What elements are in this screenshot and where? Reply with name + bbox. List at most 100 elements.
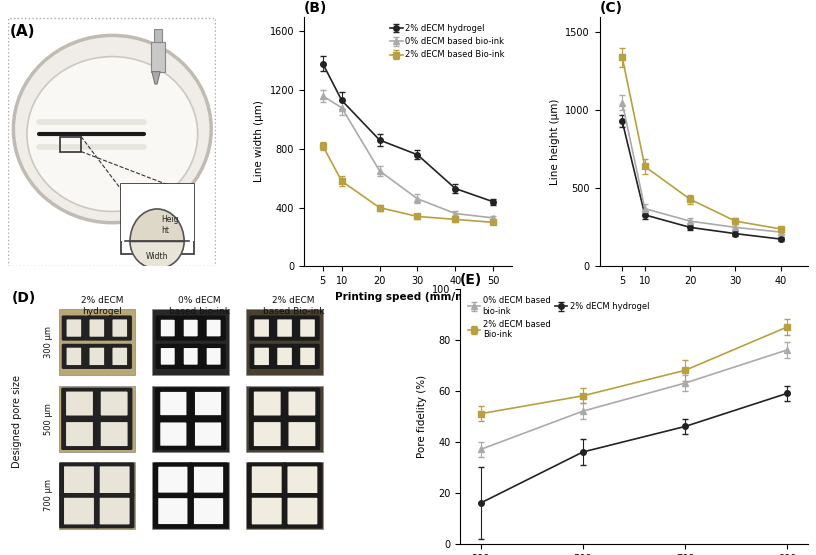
FancyBboxPatch shape — [95, 387, 132, 420]
Legend: 0% dECM based
bio-ink, 2% dECM based
Bio-ink, 2% dECM hydrogel: 0% dECM based bio-ink, 2% dECM based Bio… — [464, 293, 653, 342]
Ellipse shape — [13, 36, 211, 223]
FancyBboxPatch shape — [249, 387, 286, 420]
FancyBboxPatch shape — [157, 496, 189, 526]
Bar — [121, 184, 193, 241]
Text: (C): (C) — [600, 2, 623, 16]
FancyBboxPatch shape — [108, 315, 132, 341]
FancyBboxPatch shape — [247, 494, 286, 528]
FancyBboxPatch shape — [88, 318, 105, 338]
FancyBboxPatch shape — [273, 344, 297, 369]
FancyBboxPatch shape — [190, 418, 226, 450]
FancyBboxPatch shape — [95, 494, 135, 528]
FancyBboxPatch shape — [188, 494, 228, 528]
Bar — [59, 309, 135, 375]
FancyBboxPatch shape — [59, 462, 99, 497]
FancyBboxPatch shape — [193, 496, 225, 526]
Y-axis label: Line height (μm): Line height (μm) — [550, 98, 560, 185]
FancyBboxPatch shape — [59, 494, 99, 528]
FancyBboxPatch shape — [61, 418, 98, 450]
Text: 300 μm: 300 μm — [44, 326, 53, 358]
Text: 700 μm: 700 μm — [44, 480, 53, 511]
Text: (B): (B) — [304, 2, 327, 16]
FancyBboxPatch shape — [247, 462, 286, 497]
Ellipse shape — [130, 214, 184, 269]
Bar — [153, 386, 229, 452]
FancyBboxPatch shape — [158, 421, 188, 447]
FancyBboxPatch shape — [85, 315, 109, 341]
FancyBboxPatch shape — [63, 496, 95, 526]
FancyBboxPatch shape — [252, 390, 282, 417]
FancyBboxPatch shape — [286, 496, 319, 526]
FancyBboxPatch shape — [156, 315, 180, 341]
FancyBboxPatch shape — [62, 344, 86, 369]
FancyBboxPatch shape — [156, 344, 180, 369]
FancyBboxPatch shape — [282, 494, 322, 528]
Polygon shape — [152, 72, 160, 84]
FancyBboxPatch shape — [250, 315, 274, 341]
Bar — [153, 309, 229, 375]
FancyBboxPatch shape — [287, 390, 317, 417]
FancyBboxPatch shape — [65, 318, 82, 338]
FancyBboxPatch shape — [65, 346, 82, 366]
FancyBboxPatch shape — [100, 421, 129, 447]
FancyBboxPatch shape — [193, 465, 225, 495]
FancyBboxPatch shape — [159, 318, 176, 338]
Text: 2% dECM
based Bio-ink: 2% dECM based Bio-ink — [263, 296, 324, 316]
FancyBboxPatch shape — [253, 346, 270, 366]
Text: 2% dECM
hydrogel: 2% dECM hydrogel — [81, 296, 123, 316]
Bar — [151, 42, 166, 72]
FancyBboxPatch shape — [284, 387, 320, 420]
Wedge shape — [130, 209, 184, 241]
Text: Width: Width — [146, 252, 168, 261]
FancyBboxPatch shape — [295, 344, 320, 369]
FancyBboxPatch shape — [287, 421, 317, 447]
FancyBboxPatch shape — [95, 462, 135, 497]
FancyBboxPatch shape — [282, 462, 322, 497]
Bar — [246, 309, 323, 375]
FancyBboxPatch shape — [249, 418, 286, 450]
FancyBboxPatch shape — [153, 494, 193, 528]
FancyBboxPatch shape — [155, 418, 192, 450]
FancyBboxPatch shape — [95, 418, 132, 450]
FancyBboxPatch shape — [157, 465, 189, 495]
X-axis label: Printing speed (mm/min): Printing speed (mm/min) — [335, 292, 481, 302]
FancyBboxPatch shape — [193, 421, 223, 447]
Bar — [246, 386, 323, 452]
FancyBboxPatch shape — [251, 465, 283, 495]
Text: (A): (A) — [11, 24, 36, 39]
Ellipse shape — [27, 57, 197, 211]
Text: Designed pore size: Designed pore size — [12, 375, 22, 468]
Bar — [154, 29, 162, 42]
Bar — [59, 386, 135, 452]
FancyBboxPatch shape — [284, 418, 320, 450]
FancyBboxPatch shape — [251, 496, 283, 526]
FancyBboxPatch shape — [276, 346, 293, 366]
FancyBboxPatch shape — [179, 344, 203, 369]
FancyBboxPatch shape — [179, 315, 203, 341]
FancyBboxPatch shape — [85, 344, 109, 369]
FancyBboxPatch shape — [63, 465, 95, 495]
FancyBboxPatch shape — [190, 387, 226, 420]
FancyBboxPatch shape — [153, 462, 193, 497]
FancyBboxPatch shape — [111, 346, 128, 366]
FancyBboxPatch shape — [295, 315, 320, 341]
FancyBboxPatch shape — [202, 344, 226, 369]
FancyBboxPatch shape — [202, 315, 226, 341]
FancyBboxPatch shape — [182, 318, 199, 338]
FancyBboxPatch shape — [182, 346, 199, 366]
X-axis label: Printing speed (mm/m: Printing speed (mm/m — [638, 292, 769, 302]
FancyBboxPatch shape — [100, 390, 129, 417]
Text: Heig
ht: Heig ht — [162, 215, 179, 235]
FancyBboxPatch shape — [108, 344, 132, 369]
FancyBboxPatch shape — [276, 318, 293, 338]
Bar — [121, 184, 193, 254]
FancyBboxPatch shape — [252, 421, 282, 447]
Text: 500 μm: 500 μm — [44, 403, 53, 435]
FancyBboxPatch shape — [286, 465, 319, 495]
FancyBboxPatch shape — [253, 318, 270, 338]
Bar — [246, 462, 323, 528]
Bar — [60, 137, 81, 152]
FancyBboxPatch shape — [250, 344, 274, 369]
FancyBboxPatch shape — [98, 496, 131, 526]
FancyBboxPatch shape — [159, 346, 176, 366]
